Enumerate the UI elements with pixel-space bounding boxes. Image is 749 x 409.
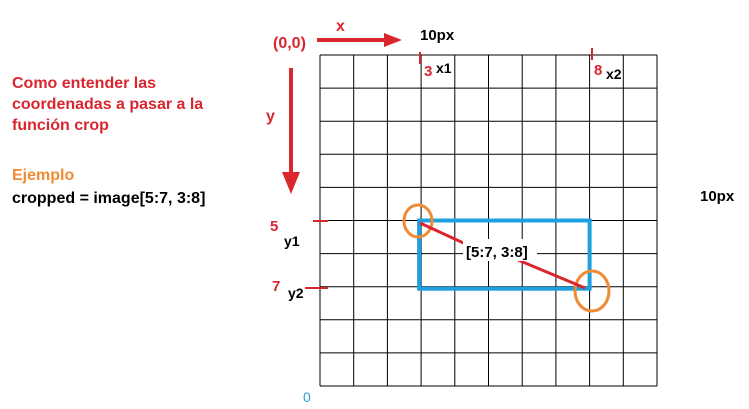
- intro-line-1: Como entender las: [12, 75, 157, 92]
- x1-label: x1: [436, 60, 452, 76]
- x2-value: 8: [594, 62, 602, 79]
- intro-text: Como entender las coordenadas a pasar a …: [12, 73, 203, 136]
- y-axis-label: y: [266, 108, 275, 125]
- width-label: 10px: [420, 27, 455, 44]
- x-axis-arrow: [317, 33, 402, 47]
- slice-label: [5:7, 3:8]: [466, 244, 528, 261]
- intro-line-2: coordenadas a pasar a la: [12, 96, 204, 113]
- bottom-zero-label: 0: [303, 389, 311, 405]
- y2-value: 7: [272, 278, 280, 295]
- y1-value: 5: [270, 218, 278, 235]
- top-left-corner-highlight: [402, 203, 434, 239]
- y1-label: y1: [284, 233, 300, 249]
- crop-rectangle: [417, 218, 592, 291]
- origin-label: (0,0): [273, 35, 306, 52]
- x2-label: x2: [606, 66, 622, 82]
- intro-line-3: función crop: [12, 117, 109, 134]
- example-code: cropped = image[5:7, 3:8]: [12, 190, 206, 207]
- height-label: 10px: [700, 188, 735, 205]
- y2-label: y2: [288, 285, 304, 301]
- bottom-right-corner-highlight: [573, 269, 611, 313]
- x1-value: 3: [424, 63, 432, 80]
- x-axis-label: x: [336, 18, 345, 35]
- y-axis-arrow: [282, 68, 300, 194]
- pointer-line-top: [419, 221, 471, 248]
- pointer-line-bottom: [517, 258, 586, 290]
- slice-label-box: [463, 239, 537, 261]
- example-heading: Ejemplo: [12, 167, 75, 184]
